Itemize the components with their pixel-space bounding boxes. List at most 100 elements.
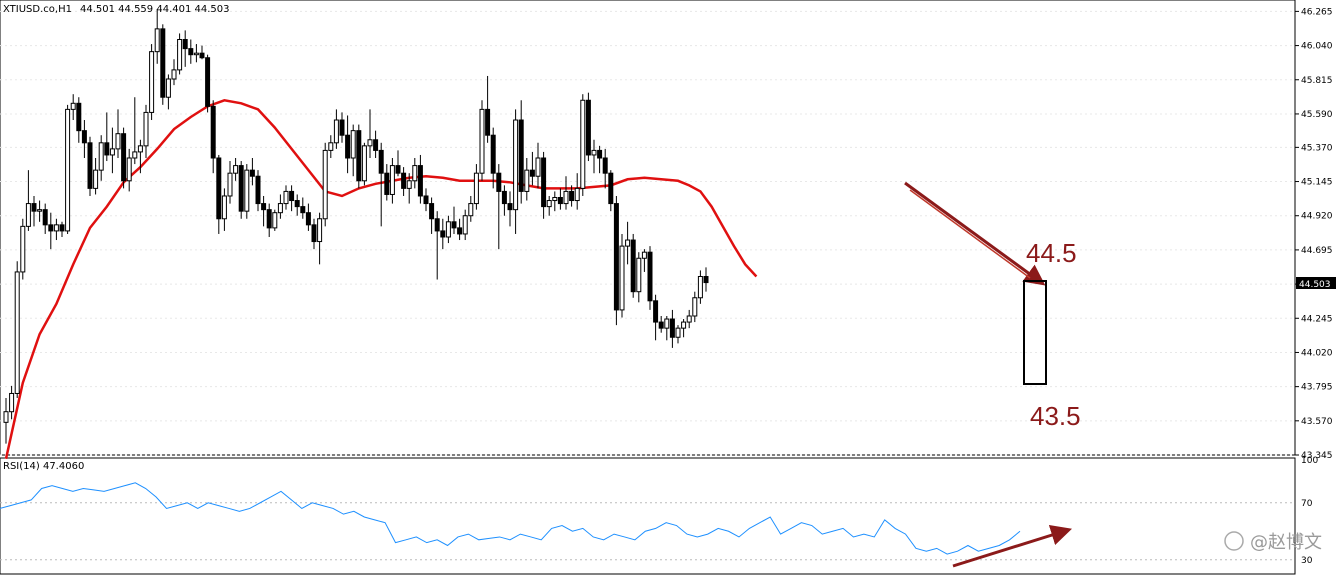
candle-body-bull (350, 130, 356, 159)
candle-body-bull (445, 221, 451, 238)
candle-body-bear (417, 165, 423, 197)
candle (165, 74, 171, 110)
price-tick-label: 44.695 (1301, 246, 1333, 256)
candle (445, 215, 451, 244)
candle-body-bull (171, 69, 177, 80)
candle-body-bull (165, 78, 171, 98)
candle (266, 203, 272, 237)
candle (305, 203, 311, 231)
rsi-trend-arrow (952, 524, 1073, 568)
candle (199, 45, 205, 60)
candle (524, 157, 530, 201)
candle (647, 246, 653, 310)
candle-body-bull (535, 157, 541, 177)
candle (479, 100, 485, 181)
candle (574, 173, 580, 210)
candle (300, 197, 306, 219)
candle-body-bull (37, 209, 43, 212)
candle-body-bear (703, 275, 709, 284)
candle-body-bear (434, 218, 440, 232)
candle (636, 252, 642, 303)
price-tick-label: 45.370 (1301, 143, 1333, 153)
candle-body-bull (244, 169, 250, 212)
price-tick-label: 43.345 (1301, 451, 1333, 461)
candle (277, 194, 283, 219)
price-tick-label: 44.920 (1301, 212, 1333, 222)
ma-polyline (4, 98, 758, 460)
candle (221, 188, 227, 231)
candle-body-bear (647, 251, 653, 302)
candle (541, 151, 547, 219)
candle (563, 176, 569, 210)
candle (59, 221, 65, 237)
candle-body-bear (597, 149, 603, 159)
candle (339, 112, 345, 143)
candle-body-bear (81, 130, 87, 144)
trend-arrow (904, 181, 1046, 286)
candle-body-bear (121, 133, 127, 182)
candle-body-bear (373, 139, 379, 151)
candle (93, 157, 99, 195)
candle-body-bull (317, 218, 323, 243)
candle (485, 75, 491, 143)
candle (244, 164, 250, 219)
candle (658, 315, 664, 333)
candle (529, 151, 535, 186)
candle (143, 104, 149, 158)
candle (115, 109, 121, 158)
price-tick-label: 45.815 (1301, 76, 1333, 86)
price-tick-label: 44.020 (1301, 348, 1333, 358)
candle-body-bull (574, 187, 580, 202)
moving-average-line (4, 98, 758, 460)
candle (429, 197, 435, 234)
candle-body-bear (541, 157, 547, 208)
candle-body-bear (496, 172, 502, 192)
candle (76, 97, 82, 143)
candle (177, 33, 183, 75)
candle-body-bull (283, 190, 289, 205)
candle-body-bear (216, 157, 222, 220)
candle-body-bull (468, 203, 474, 217)
candle-body-bull (221, 195, 227, 220)
candle-body-bull (272, 212, 278, 229)
candle (311, 218, 317, 250)
candle-body-bull (412, 165, 418, 182)
candle (171, 59, 177, 86)
candles (3, 9, 709, 444)
candle-body-bear (585, 99, 591, 156)
candle (42, 203, 48, 234)
candle-body-bull (619, 245, 625, 311)
candle-body-bear (300, 206, 306, 214)
candle-body-bull (3, 411, 9, 423)
candle-body-bull (406, 180, 412, 189)
candle (272, 209, 278, 231)
watermark: @赵博文 (1224, 531, 1322, 553)
candle-body-bear (602, 157, 608, 174)
candle (608, 170, 614, 212)
rsi-title: RSI(14) 47.4060 (3, 461, 84, 472)
candle-body-bear (345, 134, 351, 159)
candle-body-bear (529, 169, 535, 177)
candle (580, 94, 586, 196)
candle-body-bull (154, 28, 160, 53)
candle (294, 194, 300, 216)
candle (602, 148, 608, 189)
candle-body-bull (177, 38, 183, 71)
candle-body-bear (669, 318, 675, 338)
candle-body-bull (524, 169, 530, 192)
candle-body-bear (518, 119, 524, 192)
candle (25, 170, 31, 231)
price-tick-label: 46.265 (1301, 7, 1333, 17)
candle (233, 157, 239, 181)
candle (205, 54, 211, 113)
candle (210, 100, 216, 174)
candle-body-bull (98, 142, 104, 171)
candle-body-bull (9, 392, 15, 413)
candle-body-bull (361, 145, 367, 182)
price-tick-label: 45.590 (1301, 110, 1333, 120)
candle (121, 127, 127, 189)
candle-body-bear (658, 321, 664, 329)
candle (569, 185, 575, 207)
candle (216, 154, 222, 234)
